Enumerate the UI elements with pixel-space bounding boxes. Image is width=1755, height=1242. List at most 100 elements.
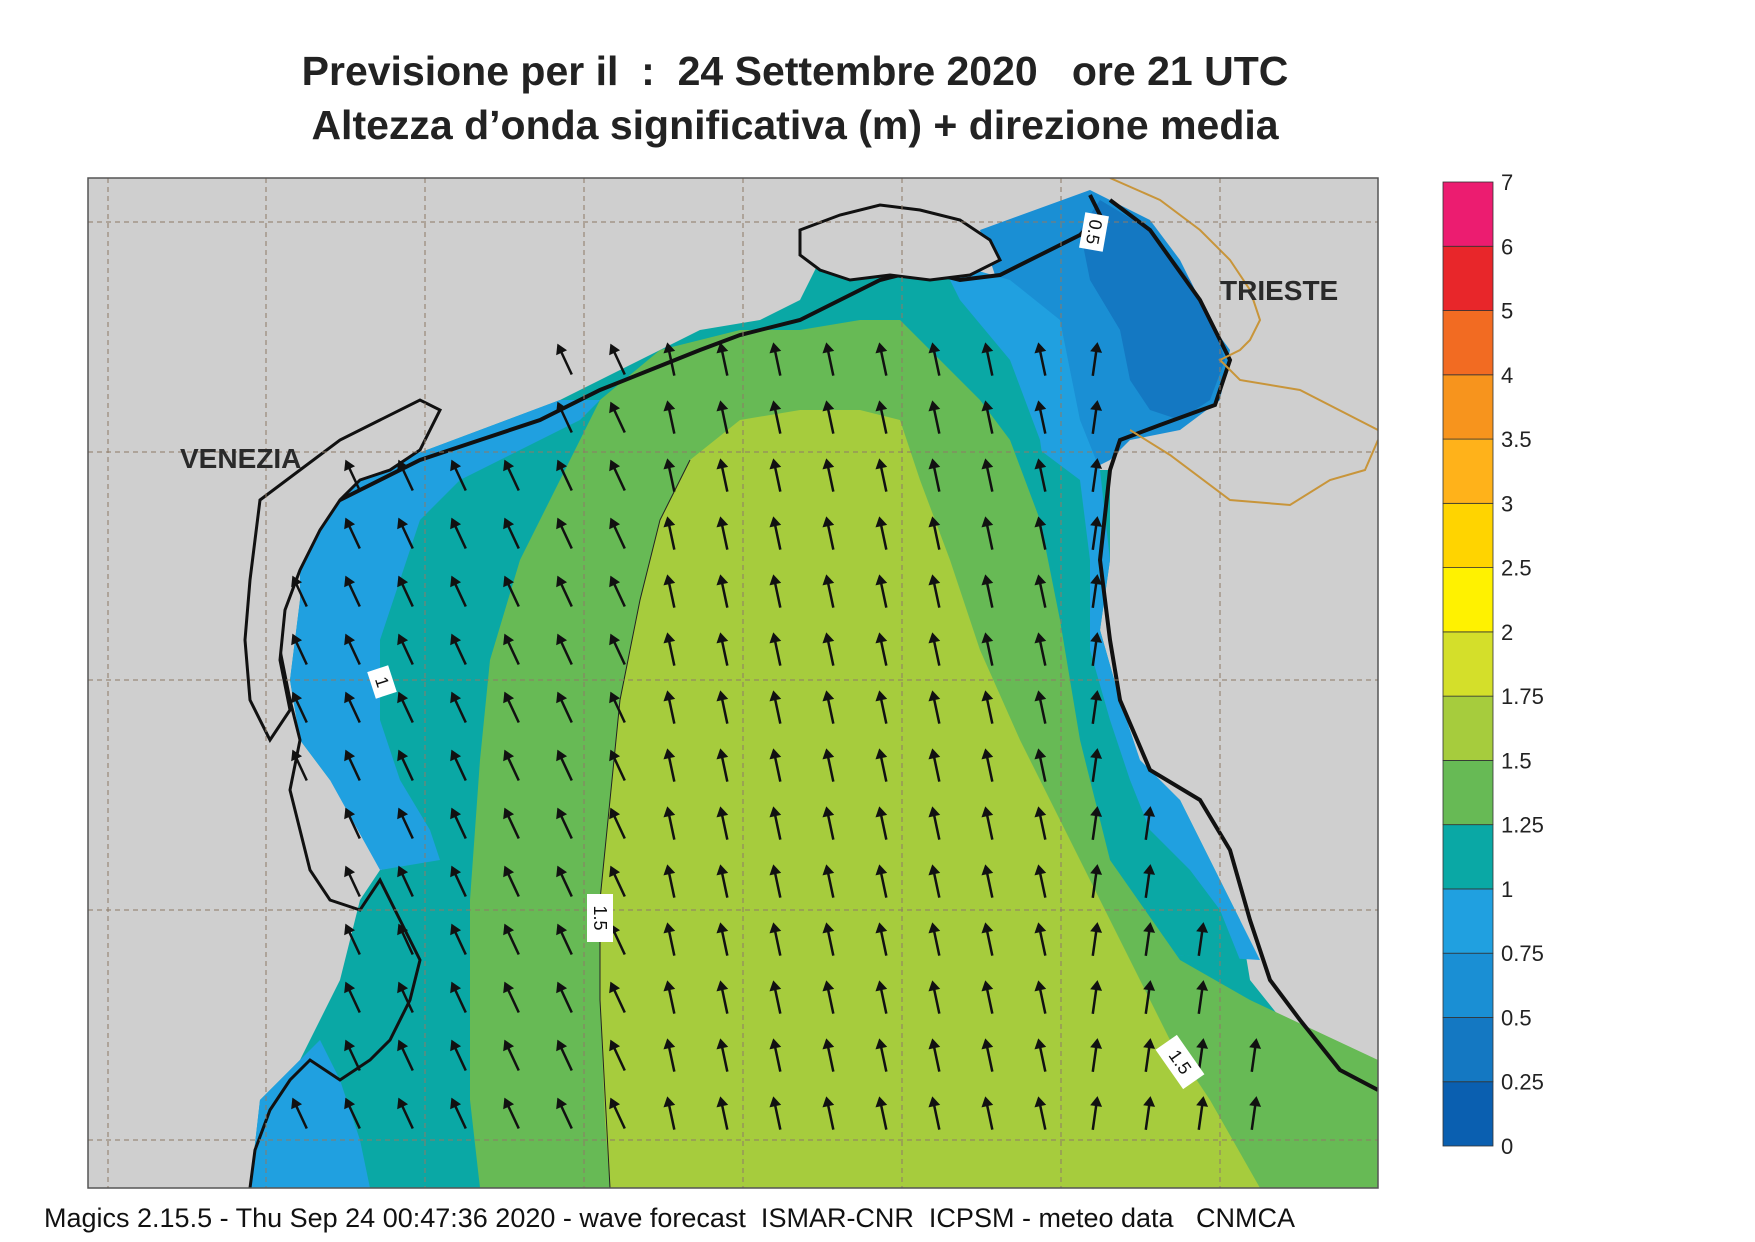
wave-direction-arrow [397,981,414,1014]
wave-direction-arrow [503,575,520,608]
wave-direction-arrow [450,749,467,782]
contour-label-0.5: 0.5 [1079,212,1109,252]
colorbar-tick-label: 1.75 [1501,684,1544,709]
wave-direction-arrow [663,864,676,898]
wave-direction-arrow [1143,980,1156,1015]
wave-direction-arrow [716,400,729,434]
wave-direction-arrow [716,922,729,956]
wave-direction-arrow [344,633,361,666]
colorbar-swatch [1442,1017,1494,1083]
city-label-venezia: VENEZIA [180,443,301,474]
footer-credits: Magics 2.15.5 - Thu Sep 24 00:47:36 2020… [44,1203,1296,1233]
wave-direction-arrow [609,1097,626,1130]
wave-direction-arrow [450,865,467,898]
wave-direction-arrow [609,865,626,898]
wave-direction-arrow [503,691,520,724]
wave-direction-arrow [556,401,573,434]
wave-direction-arrow [291,1097,308,1130]
wave-direction-arrow [716,864,729,898]
wave-direction-arrow [1090,1038,1103,1073]
wave-direction-arrows [291,342,1262,1131]
wave-direction-arrow [769,458,782,492]
national-border [1109,178,1378,431]
colorbar-tick-label: 0.25 [1501,1070,1544,1095]
wave-direction-arrow [1034,632,1047,666]
wave-direction-arrow [716,516,729,550]
colorbar-tick-label: 1.25 [1501,813,1544,838]
wave-direction-arrow [769,806,782,840]
wave-direction-arrow [556,1097,573,1130]
wave-direction-arrow [1034,922,1047,956]
wave-direction-arrow [769,864,782,898]
colorbar-tick-label: 4 [1501,363,1513,388]
wave-direction-arrow [663,922,676,956]
wave-direction-arrow [450,923,467,956]
wave-direction-arrow [1034,748,1047,782]
colorbar-tick-label: 7 [1501,170,1513,195]
coastline-istria [1097,198,1378,1092]
wave-direction-arrow [928,342,941,376]
wave-direction-arrow [875,342,888,376]
wave-direction-arrow [1034,690,1047,724]
wave-direction-arrow [875,574,888,608]
wave-direction-arrow [1034,980,1047,1014]
wave-direction-arrow [344,1097,361,1130]
lagoon-land [243,398,443,743]
wave-direction-arrow [556,865,573,898]
wave-direction-arrow [1034,400,1047,434]
colorbar-swatch [1442,695,1494,761]
wave-direction-arrow [397,459,414,492]
wave-direction-arrow [875,1096,888,1130]
svg-text:0.5: 0.5 [1082,218,1106,246]
wave-direction-arrow [1034,574,1047,608]
map-subtitle: Altezza d’onda significativa (m) + direz… [311,102,1279,148]
wave-direction-arrow [981,1038,994,1072]
wave-direction-arrow [981,748,994,782]
wave-direction-arrow [503,981,520,1014]
coastline-lagoon [248,559,422,1188]
wave-direction-arrow [981,400,994,434]
wave-direction-arrow [1090,806,1103,841]
wave-direction-arrow [450,575,467,608]
wave-direction-arrow [663,342,676,376]
wave-direction-arrow [503,459,520,492]
wave-direction-arrow [663,1038,676,1072]
city-label-trieste: TRIESTE [1220,275,1338,306]
wave-direction-arrow [609,517,626,550]
wave-direction-arrow [928,748,941,782]
wave-direction-arrow [1143,806,1156,841]
wave-direction-arrow [928,1096,941,1130]
wave-direction-arrow [609,401,626,434]
wave-direction-arrow [1090,980,1103,1015]
wave-direction-arrow [663,458,676,492]
wave-direction-arrow [875,864,888,898]
sea-band-0.75-1-southwest [250,1040,370,1188]
colorbar-swatch [1442,181,1494,247]
colorbar-swatch [1442,888,1494,954]
wave-direction-arrow [1034,864,1047,898]
contour-line-1.5-west [599,459,691,1188]
sea-band-0.75-1-east [940,260,1260,960]
wave-direction-arrow [822,1096,835,1130]
colorbar-swatch [1442,631,1494,697]
wave-direction-arrow [556,981,573,1014]
wave-direction-arrow [981,574,994,608]
wave-direction-arrow [981,806,994,840]
wave-direction-arrow [928,574,941,608]
wave-direction-arrow [716,806,729,840]
colorbar-tick-label: 1 [1501,877,1513,902]
wave-direction-arrow [344,575,361,608]
wave-direction-arrow [344,1039,361,1072]
wave-direction-arrow [1090,574,1103,609]
wave-direction-arrow [450,1097,467,1130]
colorbar-swatch [1442,760,1494,826]
wave-direction-arrow [1196,1096,1209,1131]
wave-direction-arrow [663,632,676,666]
wave-direction-arrow [609,807,626,840]
wave-direction-arrow [344,807,361,840]
graticule [88,178,1378,1188]
wave-direction-arrow [875,690,888,724]
map-title: Previsione per il : 24 Settembre 2020 or… [301,48,1289,94]
wave-direction-arrow [556,807,573,840]
